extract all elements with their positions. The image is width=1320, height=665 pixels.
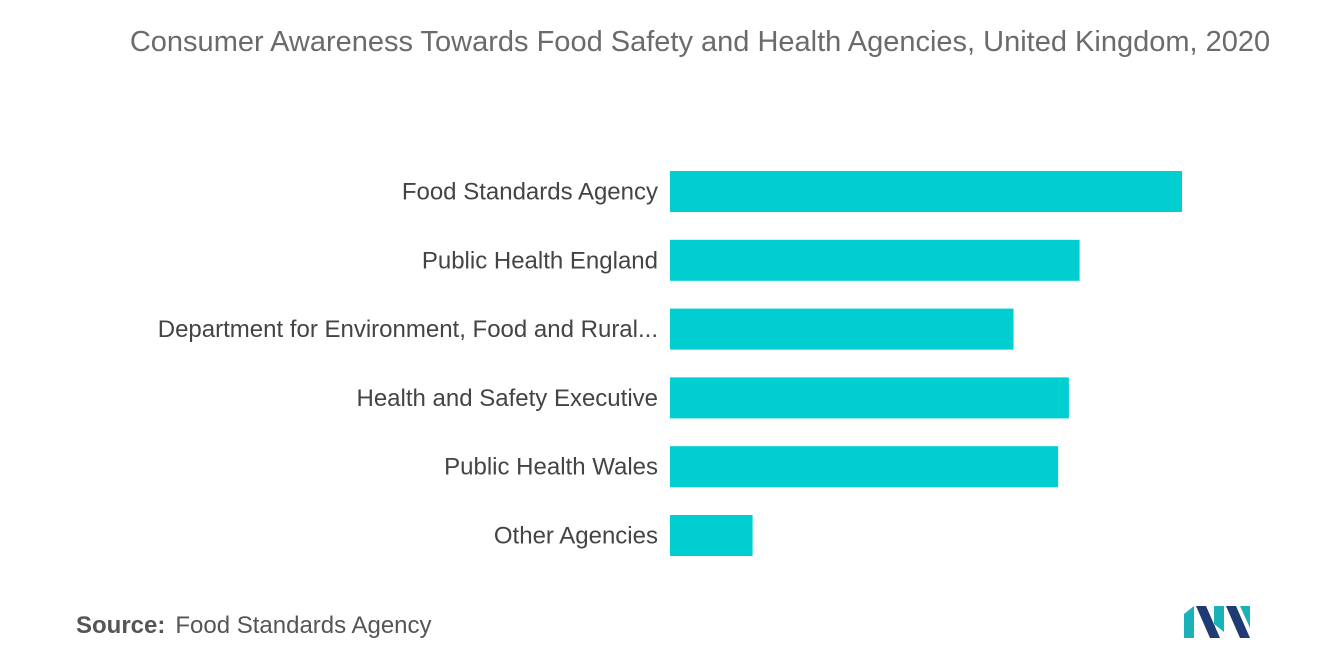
category-label-3: Health and Safety Executive	[356, 385, 658, 412]
category-label-2: Department for Environment, Food and Rur…	[158, 316, 658, 343]
category-label-5: Other Agencies	[494, 523, 658, 550]
bar-4	[670, 446, 1059, 488]
category-label-4: Public Health Wales	[444, 454, 658, 481]
mordor-intelligence-logo-icon	[1184, 606, 1250, 638]
bar-3	[670, 377, 1069, 419]
bar-1	[670, 239, 1080, 281]
bar-0	[670, 171, 1182, 212]
category-label-0: Food Standards Agency	[402, 179, 658, 206]
source-label: Source:	[76, 612, 166, 639]
bar-2	[670, 308, 1014, 350]
category-label-1: Public Health England	[422, 247, 658, 274]
source-note: Source: Food Standards Agency	[76, 612, 432, 640]
category-labels-group: Food Standards Agency Public Health Engla…	[158, 179, 658, 550]
bar-5	[670, 515, 753, 556]
chart-title: Consumer Awareness Towards Food Safety a…	[129, 26, 1271, 58]
source-text: Food Standards Agency	[175, 612, 432, 639]
bars-group	[670, 171, 1182, 556]
